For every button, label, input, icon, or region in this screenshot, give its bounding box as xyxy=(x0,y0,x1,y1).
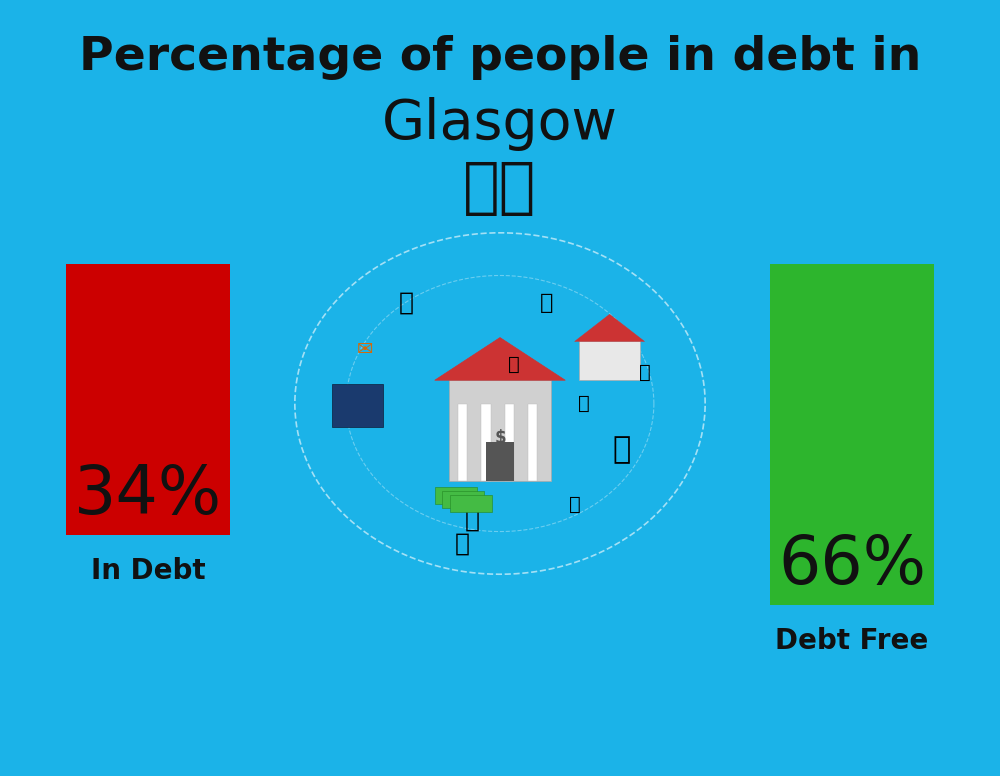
Polygon shape xyxy=(575,314,645,341)
Text: 66%: 66% xyxy=(778,532,926,598)
Text: Glasgow: Glasgow xyxy=(382,97,618,151)
FancyBboxPatch shape xyxy=(66,264,230,535)
Text: $: $ xyxy=(494,429,506,448)
Polygon shape xyxy=(449,380,551,481)
Text: 🦅: 🦅 xyxy=(399,291,414,314)
Text: 34%: 34% xyxy=(74,462,222,528)
Text: ✉: ✉ xyxy=(357,340,373,359)
Text: 🪙: 🪙 xyxy=(540,293,553,313)
FancyBboxPatch shape xyxy=(442,491,484,508)
Text: 🔑: 🔑 xyxy=(508,355,520,374)
Text: Percentage of people in debt in: Percentage of people in debt in xyxy=(79,35,921,80)
FancyBboxPatch shape xyxy=(528,404,537,481)
Text: 🇬🇧: 🇬🇧 xyxy=(463,159,537,218)
FancyBboxPatch shape xyxy=(332,384,383,427)
Polygon shape xyxy=(579,341,640,380)
Text: 🎓: 🎓 xyxy=(612,435,630,465)
FancyBboxPatch shape xyxy=(458,404,467,481)
Text: Debt Free: Debt Free xyxy=(775,627,929,655)
FancyBboxPatch shape xyxy=(435,487,477,504)
FancyBboxPatch shape xyxy=(770,264,934,605)
Text: 📋: 📋 xyxy=(578,394,590,413)
Text: 🔒: 🔒 xyxy=(569,495,580,514)
Text: In Debt: In Debt xyxy=(91,557,205,585)
Text: 🚗: 🚗 xyxy=(465,508,480,532)
FancyBboxPatch shape xyxy=(481,404,491,481)
FancyBboxPatch shape xyxy=(505,404,514,481)
FancyBboxPatch shape xyxy=(450,495,492,512)
Polygon shape xyxy=(435,338,565,380)
Text: 💼: 💼 xyxy=(455,532,470,555)
FancyBboxPatch shape xyxy=(486,442,514,481)
Text: 📱: 📱 xyxy=(639,363,650,382)
Circle shape xyxy=(295,233,705,574)
